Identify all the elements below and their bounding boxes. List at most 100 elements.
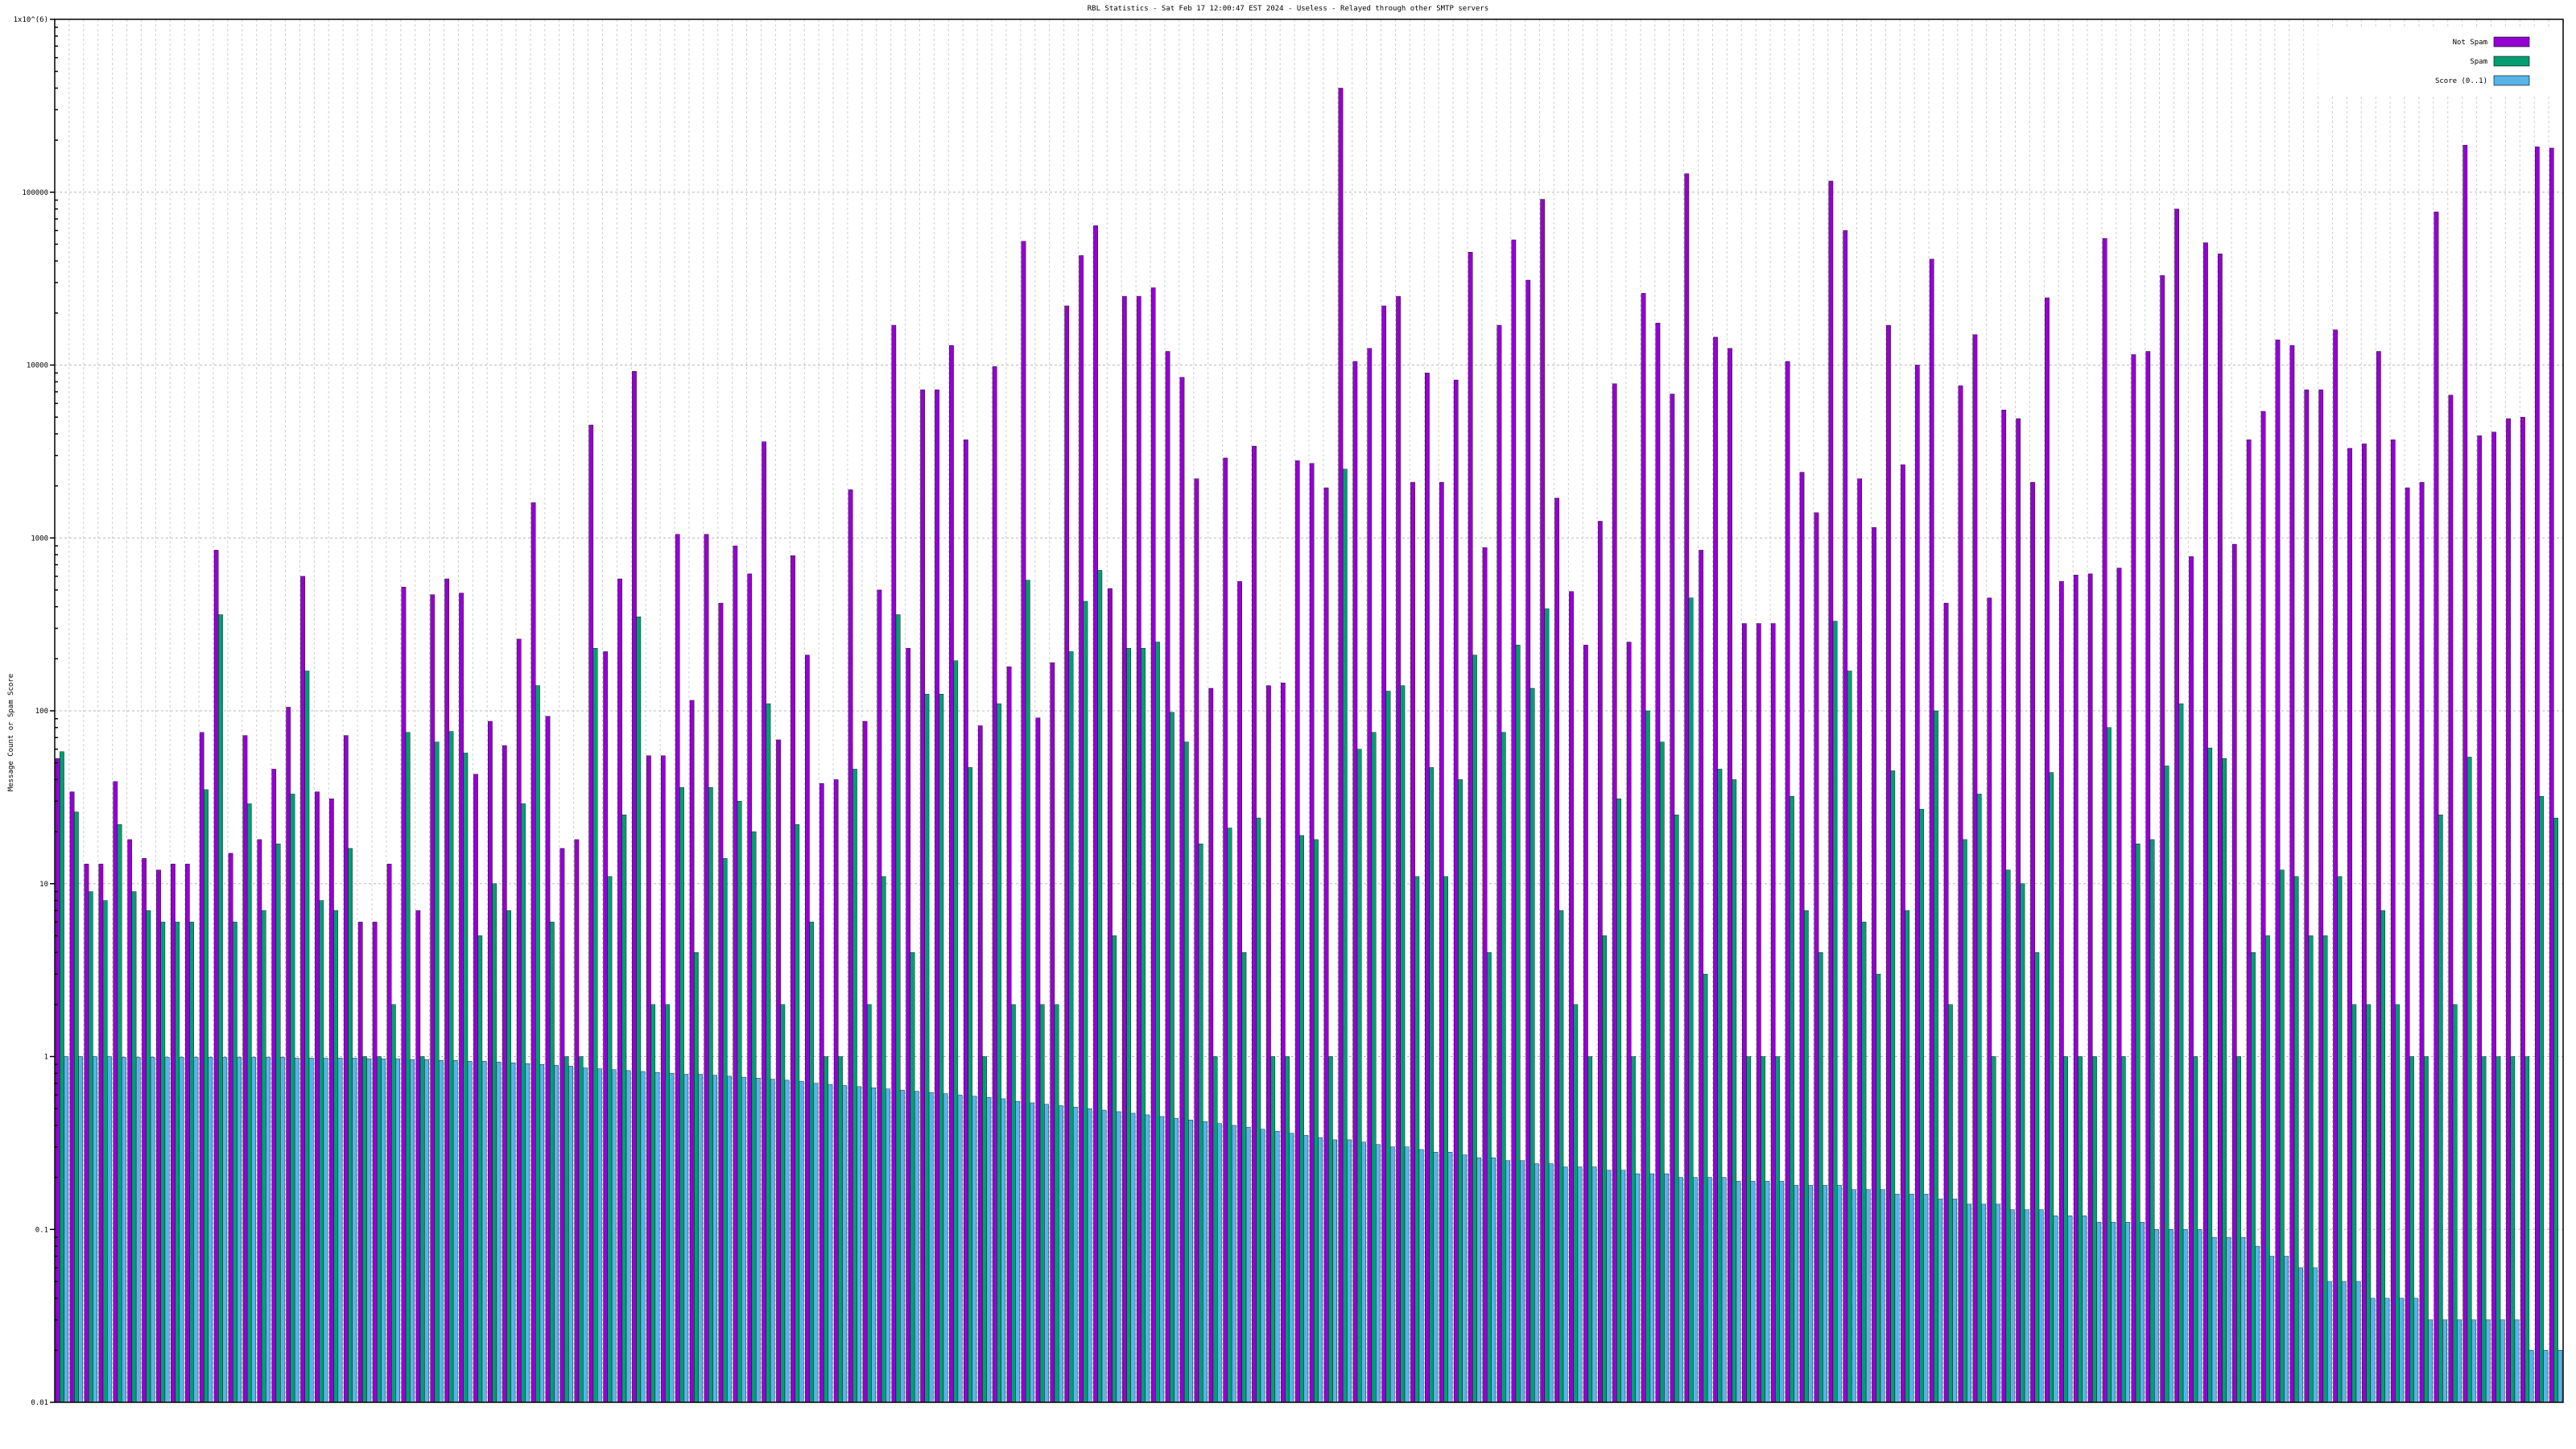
bar — [488, 720, 493, 1403]
bar — [877, 589, 882, 1403]
bar — [1245, 1127, 1251, 1403]
bar — [972, 1096, 977, 1403]
bar — [1894, 1194, 1900, 1403]
bar — [1569, 591, 1574, 1403]
bar — [2246, 440, 2252, 1403]
bar — [1620, 1170, 1626, 1403]
bar — [848, 489, 853, 1403]
legend-label: Score (0..1) — [2435, 77, 2487, 85]
bar — [1583, 645, 1588, 1403]
bar — [957, 1094, 963, 1403]
y-tick-label: 0.1 — [35, 1226, 48, 1234]
bar — [1880, 1189, 1885, 1403]
legend-swatch — [2493, 75, 2530, 86]
bar — [906, 648, 911, 1403]
legend-label: Not Spam — [2453, 39, 2487, 47]
bar — [1256, 817, 1261, 1403]
bar — [1818, 952, 1823, 1403]
bar — [1746, 1056, 1752, 1403]
bar — [2351, 1004, 2357, 1403]
bar — [646, 755, 651, 1403]
bar — [1150, 287, 1156, 1403]
bar — [1515, 645, 1521, 1403]
bar — [1145, 1114, 1150, 1403]
y-tick-label: 1 — [44, 1054, 48, 1062]
bar — [127, 839, 133, 1403]
bar — [611, 1069, 617, 1403]
bar — [1923, 1194, 1929, 1403]
bar — [2231, 543, 2237, 1403]
bar — [1318, 1137, 1323, 1403]
bar — [304, 671, 310, 1403]
bar — [2193, 1056, 2198, 1403]
bar — [1678, 1177, 1683, 1403]
bar — [813, 1083, 819, 1403]
bar — [683, 1074, 689, 1403]
bar — [1396, 295, 1401, 1403]
bar — [766, 703, 771, 1403]
bar — [2380, 910, 2386, 1403]
bar — [935, 389, 939, 1403]
bar — [1072, 1107, 1078, 1403]
bar — [2016, 418, 2021, 1403]
bar — [1068, 651, 1074, 1403]
bar — [780, 1004, 786, 1403]
legend-label: Spam — [2470, 58, 2487, 66]
bar — [142, 858, 147, 1403]
bar — [2174, 208, 2179, 1403]
bar — [1732, 779, 1737, 1403]
bar — [2140, 1222, 2145, 1403]
bar — [156, 869, 161, 1403]
bar — [694, 952, 699, 1403]
bar — [722, 858, 728, 1403]
bar — [60, 751, 64, 1403]
bar — [1400, 685, 1406, 1403]
bar — [2189, 556, 2194, 1403]
bar — [1356, 749, 1362, 1403]
bar — [1112, 935, 1117, 1403]
bar — [213, 550, 219, 1403]
bar — [1770, 623, 1776, 1403]
bar — [1482, 547, 1488, 1403]
bar — [654, 1071, 660, 1403]
bar — [337, 1058, 343, 1403]
bar — [329, 799, 334, 1403]
bar — [1174, 1117, 1179, 1403]
bar — [1972, 334, 1978, 1403]
bar — [55, 758, 60, 1403]
bar — [1890, 770, 1896, 1403]
legend-swatch — [2493, 56, 2530, 67]
bar — [1491, 1157, 1496, 1403]
bar — [621, 815, 627, 1403]
bar — [467, 1061, 473, 1403]
bar — [1707, 1177, 1712, 1403]
bar — [1433, 1152, 1439, 1403]
y-axis-label: Message Count or Spam Score — [7, 674, 15, 791]
bar — [1183, 741, 1189, 1403]
bar — [1616, 799, 1621, 1403]
bar — [2087, 573, 2093, 1403]
bar — [554, 1065, 559, 1403]
bar — [2485, 1319, 2491, 1403]
bar — [237, 1057, 242, 1403]
bar — [2413, 1298, 2419, 1403]
bar — [549, 922, 555, 1403]
bar — [2366, 1004, 2372, 1403]
bar — [776, 739, 781, 1403]
bar — [2549, 147, 2554, 1403]
bar — [871, 1088, 876, 1403]
bar — [1909, 1194, 1914, 1403]
bar — [2399, 1298, 2405, 1403]
bar — [2524, 1056, 2530, 1403]
bar — [1996, 1203, 2000, 1403]
bar — [1227, 828, 1232, 1403]
bar — [1381, 305, 1387, 1403]
bar — [2553, 817, 2558, 1403]
bar — [1742, 623, 1747, 1403]
bar — [257, 839, 262, 1403]
bar — [992, 366, 997, 1403]
bar — [718, 602, 724, 1403]
bar — [2506, 418, 2511, 1403]
bar — [1548, 1163, 1554, 1403]
bar — [2405, 487, 2410, 1403]
